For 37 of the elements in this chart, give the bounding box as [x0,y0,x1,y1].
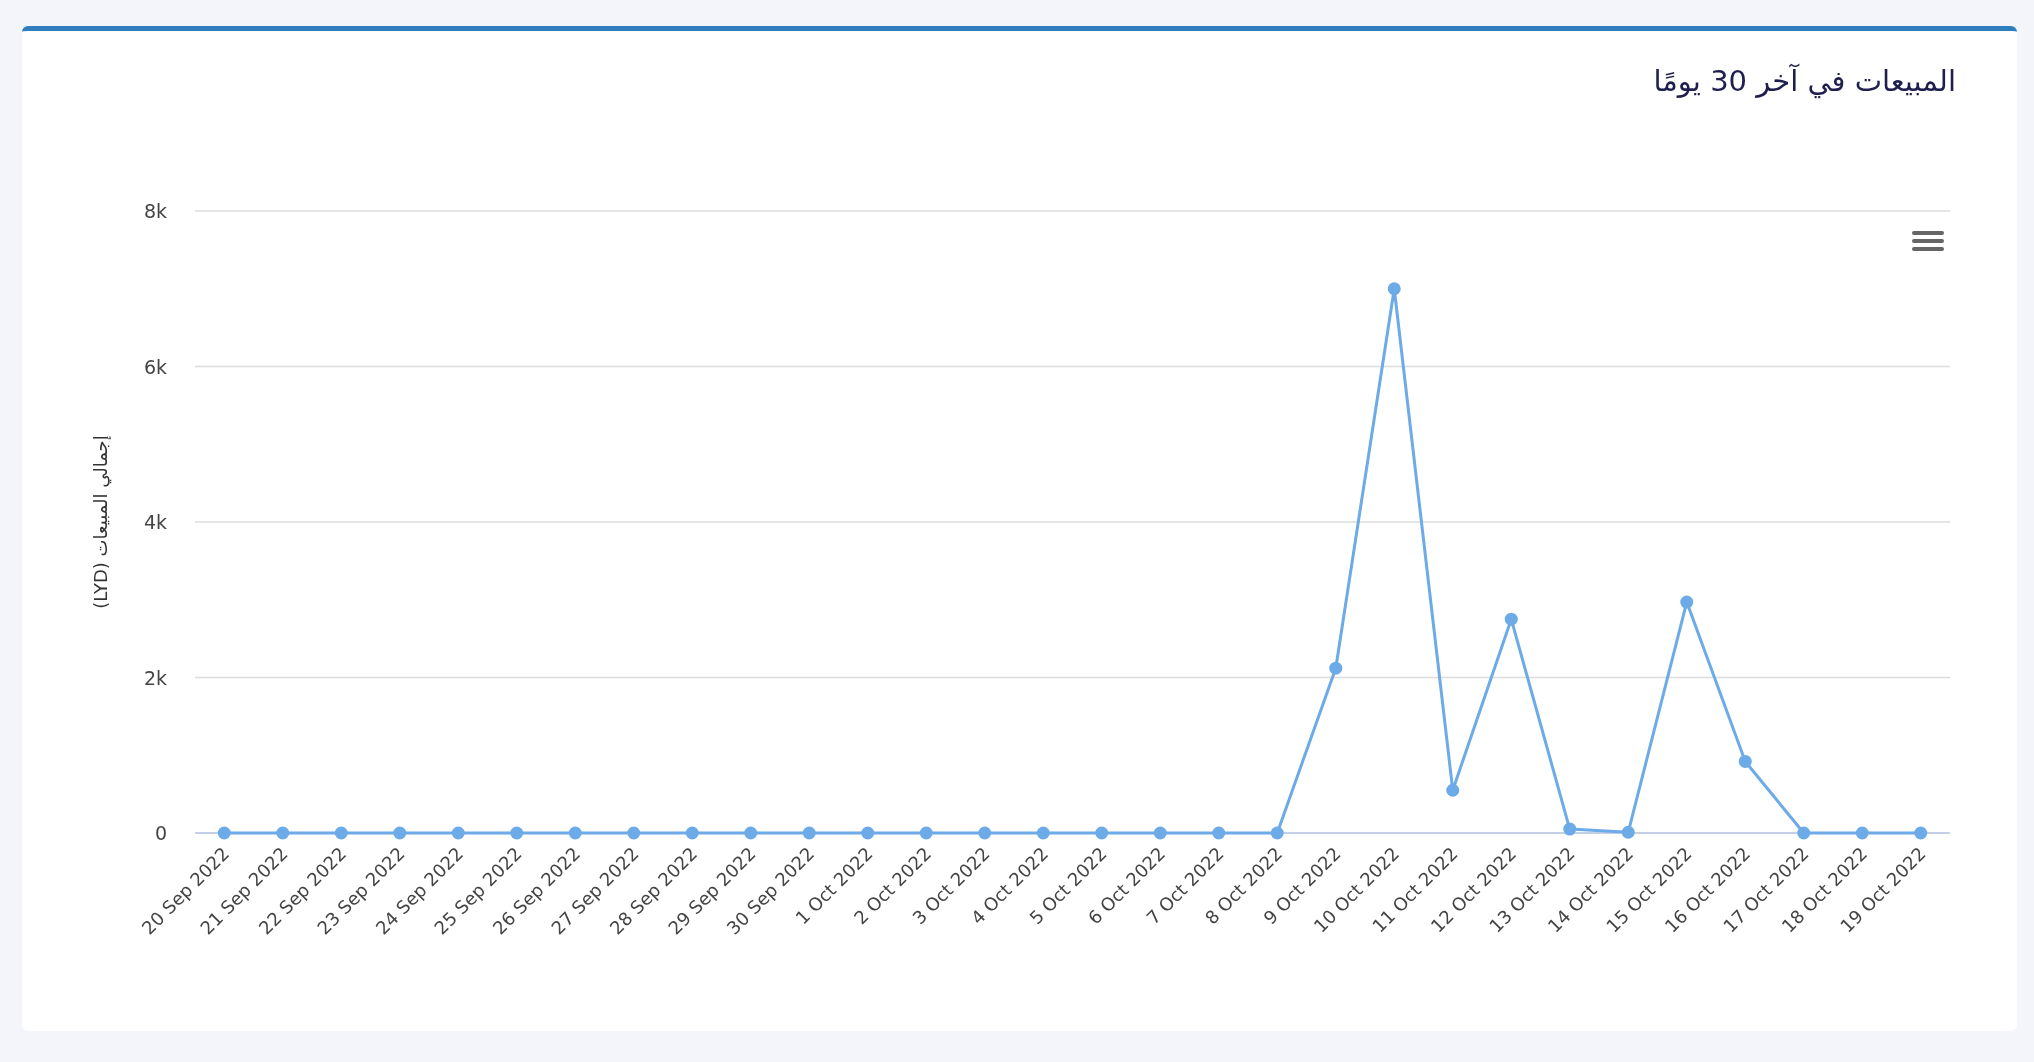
point [1680,595,1694,609]
point [802,826,816,840]
point [1270,826,1284,840]
point [1797,826,1811,840]
y-tick-label: 4k [143,511,167,533]
point [1095,826,1109,840]
point [1212,826,1226,840]
y-axis-title: إجمالي المبيعات (LYD) [90,435,112,609]
y-tick-label: 0 [154,822,167,844]
point [744,826,758,840]
point [861,826,875,840]
point [685,826,699,840]
y-tick-label: 6k [143,355,167,378]
point [1504,612,1518,626]
point [393,826,407,840]
point [1855,826,1869,840]
point [1329,661,1343,675]
point [1914,826,1928,840]
chart-title: المبيعات في آخر 30 يومًا [1653,63,1956,99]
y-tick-label: 8k [143,200,167,222]
point [217,826,231,840]
point [276,826,290,840]
point [451,826,465,840]
point [1738,754,1752,768]
point [568,826,582,840]
point [1387,282,1401,296]
point [1036,826,1050,840]
point [627,826,641,840]
point [919,826,933,840]
point [510,826,524,840]
point [1446,783,1460,797]
point [1563,822,1577,836]
point [1153,826,1167,840]
point [978,826,992,840]
point [334,826,348,840]
y-tick-label: 2k [143,666,167,689]
point [1621,825,1635,839]
